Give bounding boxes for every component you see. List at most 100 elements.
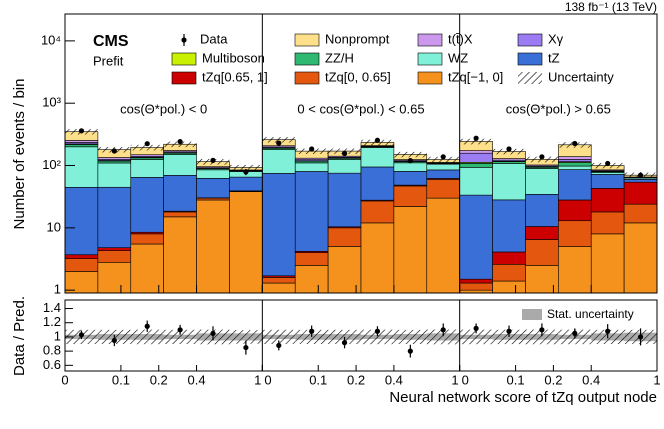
stack-segment [426,197,460,293]
stack-segment [294,162,329,172]
legend-swatch [522,309,542,320]
x-tick-label: 0 [462,372,469,387]
stack-segment [65,187,99,256]
stack-segment [459,167,493,196]
ratio-y-tick-label: 0.6 [43,357,61,372]
stack-segment [426,163,460,171]
stack-segment [590,188,625,213]
stack-segment [130,233,164,245]
stack-segment [130,177,164,233]
stack-segment [360,222,395,293]
overlay: cos(Θ*pol.) < 0 0 < cos(Θ*pol.) < 0.65 cos… [41,13,661,387]
data-point [341,150,348,157]
stack-segment [558,156,592,160]
uncertainty-band [163,141,197,148]
stack-segment [65,258,99,272]
legend-marker [181,37,187,43]
stack-segment [426,179,460,199]
x-axis-title: Neural network score of tZq output node [389,389,657,406]
stack-segment [130,159,164,178]
uncertainty-band [262,137,296,143]
stack-segment [262,173,296,277]
ratio-plot [65,320,657,358]
stack-segment [459,282,493,291]
legend-label: tZq[0.65, 1] [202,69,268,84]
stack-segment [558,220,592,247]
ratio-point [243,344,249,351]
ratio-uncertainty [426,329,460,345]
stack-segment [97,162,132,188]
legend-label: Xγ [548,31,564,46]
ratio-uncertainty [229,330,263,344]
stack-segment [163,216,197,293]
x-tick-label: 1 [451,372,458,387]
stack-segment [590,174,625,189]
x-tick-label: 0 [264,372,271,387]
legend-swatch [417,71,443,85]
stack-segment [327,246,362,293]
legend-label: tZq[0, 0.65] [325,69,391,84]
ratio-y-tick-label: 1 [54,328,61,343]
stack-segment [327,159,362,174]
stack-segment [360,147,395,168]
ratio-point [506,328,512,334]
stack-segment [558,169,592,201]
ratio-uncertainty [361,329,394,345]
x-tick-label: 0.2 [150,372,168,387]
y-tick-label: 10³ [42,95,61,110]
legend-swatch [417,33,443,47]
stack-segment [623,222,657,293]
stack-segment [360,166,395,201]
legend-label: Uncertainty [548,69,614,84]
ratio-point [440,327,446,333]
stack-segment [459,194,493,280]
stack-segment [558,159,592,162]
ratio-point [407,348,413,354]
stack-segment [163,154,197,176]
legend-label: tZq[−1, 0] [448,69,503,84]
stack-segment [97,247,132,251]
stack-segment [492,199,526,253]
legend-swatch [294,71,320,85]
uncertainty-band [459,138,493,145]
y-tick-label: 1 [54,282,61,297]
legend-label: t(t̄)X [448,31,473,46]
x-tick-label: 0.1 [507,372,525,387]
ratio-frame [64,299,658,372]
stack-segment [65,146,99,188]
ratio-point [572,330,578,336]
stack-segment [196,199,230,293]
x-tick-label: 0.1 [112,372,130,387]
data-point [605,160,611,167]
ratio-y-tick-label: 1.2 [43,314,61,329]
stack-segment [623,181,657,205]
ratio-point [177,327,183,333]
ratio-uncertainty [393,329,427,344]
stack-segment [558,199,592,222]
stack-segment [196,178,230,199]
stack-segment [97,186,132,248]
uncertainty-band [130,144,164,151]
stack-segment [492,251,526,265]
stack-segment [525,194,559,227]
stack-segment [525,265,559,293]
legend-label: WZ [448,50,468,65]
data-point [440,154,446,160]
stack-segment [196,169,230,179]
legend-swatch [171,52,197,66]
data-point [210,157,216,163]
stack-segment [393,185,428,207]
legend-label: ZZ/H [325,50,354,65]
y-tick-label: 10⁴ [41,32,61,47]
stack-segment [459,163,493,168]
ratio-y-tick-label: 0.8 [43,343,61,358]
stack-segment [65,254,99,259]
ratio-uncertainty [459,329,493,345]
data-point [572,140,578,147]
data-point [276,140,282,146]
data-point [309,146,315,152]
stack-segment [97,250,132,263]
ratio-point [111,337,117,344]
experiment: CMS [93,33,129,50]
main-frame [64,13,658,294]
